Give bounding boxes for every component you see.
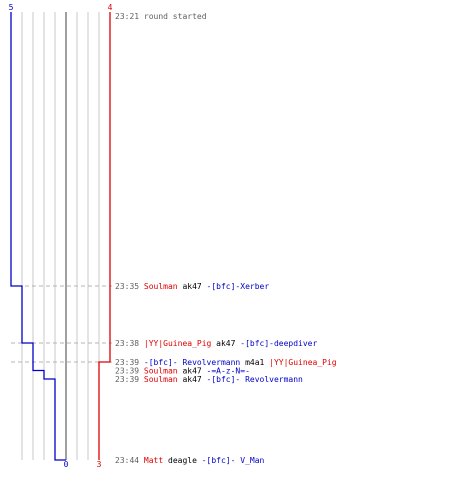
event-time: 23:35	[115, 282, 144, 291]
event-weapon: ak47	[182, 367, 206, 376]
event-killer: Matt	[144, 456, 168, 465]
blue-team-line	[10, 12, 66, 461]
event-weapon: ak47	[182, 282, 206, 291]
kill-event: 23:38 |YY|Guinea_Pig ak47 -[bfc]-deepdiv…	[115, 339, 317, 348]
event-killer: Soulman	[144, 367, 183, 376]
event-weapon: m4a1	[245, 358, 269, 367]
blue-start-count: 5	[9, 3, 14, 12]
kill-event: 23:44 Matt deagle -[bfc]- V_Man	[115, 456, 265, 465]
red-end-count: 3	[97, 460, 102, 469]
event-victim: -[bfc]- V_Man	[202, 456, 265, 465]
event-victim: -=A-z-N=-	[207, 367, 250, 376]
event-time: 23:44	[115, 456, 144, 465]
event-killer: Soulman	[144, 282, 183, 291]
event-time: 23:39	[115, 358, 144, 367]
event-weapon: ak47	[182, 375, 206, 384]
red-team-line	[98, 12, 111, 460]
event-victim: |YY|Guinea_Pig	[269, 358, 337, 367]
red-start-count: 4	[108, 3, 113, 12]
blue-end-count: 0	[64, 460, 69, 469]
event-time: 23:38	[115, 339, 144, 348]
event-victim: -[bfc]-Xerber	[207, 282, 270, 291]
round-start-time: 23:21	[115, 12, 144, 21]
round-start-label: round started	[144, 12, 207, 21]
event-time: 23:39	[115, 375, 144, 384]
event-killer: Soulman	[144, 375, 183, 384]
kill-event: 23:39 Soulman ak47 -[bfc]- Revolvermann	[115, 375, 303, 384]
event-victim: -[bfc]- Revolvermann	[207, 375, 304, 384]
event-weapon: ak47	[216, 339, 240, 348]
kill-event: 23:35 Soulman ak47 -[bfc]-Xerber	[115, 282, 269, 291]
event-weapon: deagle	[168, 456, 202, 465]
event-killer: |YY|Guinea_Pig	[144, 339, 216, 348]
kill-event: 23:39 Soulman ak47 -=A-z-N=-	[115, 367, 250, 376]
event-time: 23:39	[115, 367, 144, 376]
round-start-entry: 23:21 round started	[115, 12, 207, 21]
event-victim: -[bfc]-deepdiver	[240, 339, 317, 348]
event-killer: -[bfc]- Revolvermann	[144, 358, 245, 367]
kill-event: 23:39 -[bfc]- Revolvermann m4a1 |YY|Guin…	[115, 358, 337, 367]
